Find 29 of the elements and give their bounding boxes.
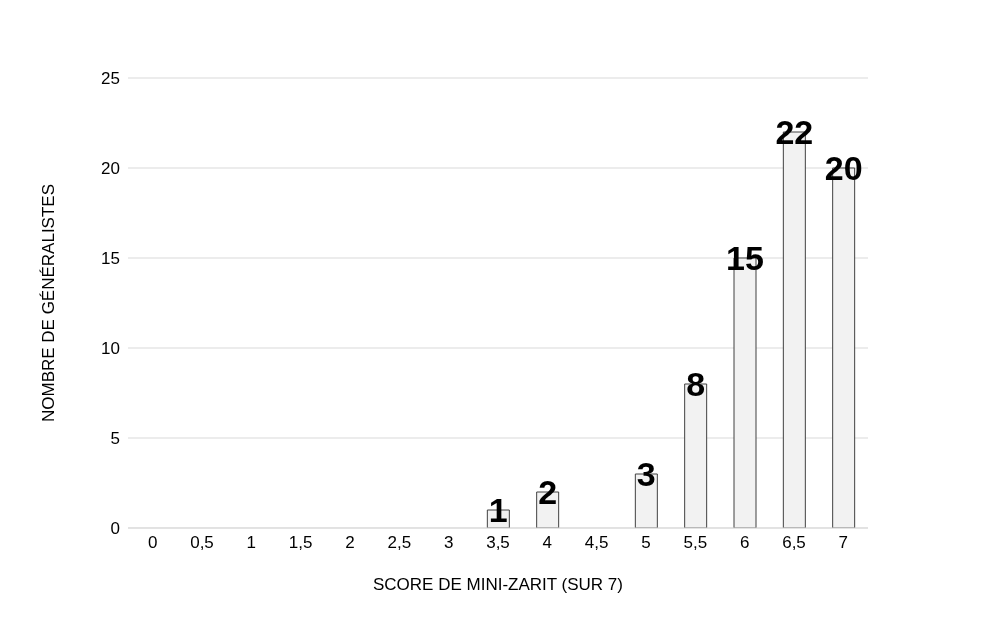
- x-tick-label: 2,5: [387, 533, 412, 553]
- y-tick-label: 5: [110, 429, 120, 449]
- x-tick-label: 0,5: [190, 533, 214, 553]
- x-tick-label: 7: [838, 533, 849, 553]
- x-tick-label: 3,5: [486, 533, 510, 553]
- x-tick-label: 1,5: [288, 533, 313, 553]
- data-label: 3: [636, 455, 656, 494]
- x-tick-label: 1: [246, 533, 257, 553]
- x-axis-title: SCORE DE MINI-ZARIT (SUR 7): [373, 575, 623, 594]
- x-tick-label: 5: [641, 533, 651, 553]
- y-tick-label: 0: [110, 519, 120, 539]
- y-tick-label: 20: [101, 159, 120, 179]
- data-label: 2: [538, 473, 558, 512]
- data-label: 15: [726, 239, 764, 278]
- x-tick-label: 6: [739, 533, 750, 553]
- y-tick-label: 25: [101, 69, 120, 89]
- data-label: 20: [824, 149, 863, 188]
- data-label: 8: [686, 365, 706, 404]
- y-axis-title: NOMBRE DE GÉNÉRALISTES: [39, 183, 59, 423]
- y-tick-label: 15: [101, 249, 120, 269]
- x-tick-label: 3: [443, 533, 454, 553]
- x-tick-label: 4,5: [584, 533, 609, 553]
- x-tick-label: 5,5: [683, 533, 708, 553]
- x-tick-label: 6,5: [782, 533, 806, 553]
- y-tick-label: 10: [101, 339, 120, 359]
- x-tick-label: 2: [345, 533, 355, 553]
- data-label: 22: [775, 113, 814, 152]
- x-tick-label: 0: [147, 533, 158, 553]
- x-tick-label: 4: [542, 533, 553, 553]
